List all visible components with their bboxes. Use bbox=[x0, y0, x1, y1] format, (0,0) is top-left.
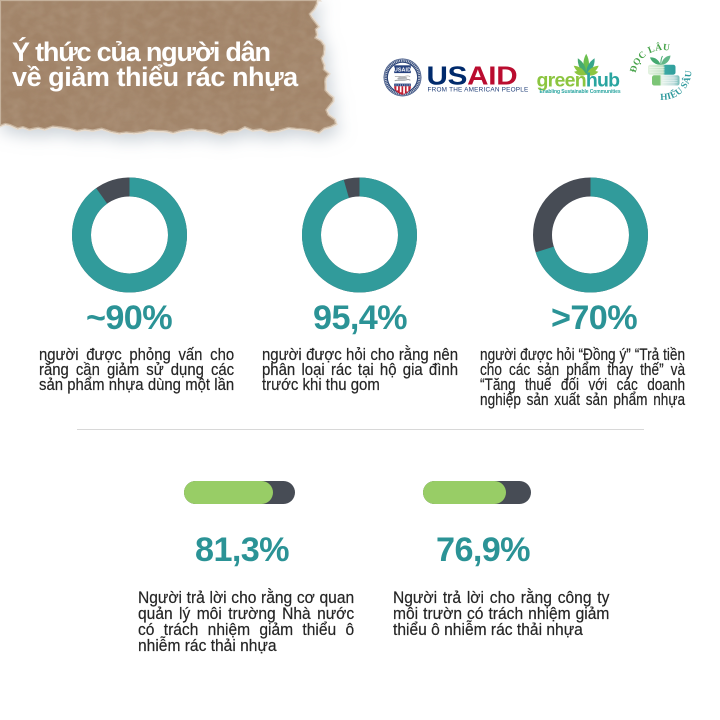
svg-text:USAID: USAID bbox=[427, 62, 518, 91]
svg-text:Enabling Sustainable Communiti: Enabling Sustainable Communities bbox=[540, 89, 621, 95]
svg-text:FROM THE AMERICAN PEOPLE: FROM THE AMERICAN PEOPLE bbox=[428, 86, 529, 93]
svg-text:greenhub: greenhub bbox=[537, 70, 621, 92]
svg-text:USAID: USAID bbox=[394, 67, 411, 73]
svg-text:HIỂU SÂU: HIỂU SÂU bbox=[660, 70, 694, 103]
